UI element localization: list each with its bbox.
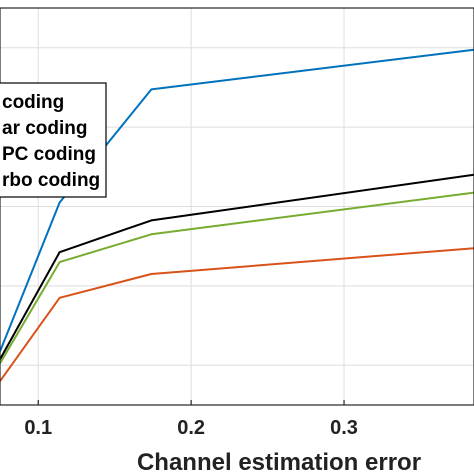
legend: coding ar coding PC coding rbo coding (0, 82, 107, 198)
x-tick-label-1: 0.1 (24, 417, 52, 439)
x-tick-label-2: 0.2 (177, 417, 205, 439)
series-line-4 (0, 247, 474, 382)
legend-entry-1: coding (2, 92, 64, 113)
series-line-3 (0, 191, 474, 364)
x-axis-label: Channel estimation error (137, 449, 421, 474)
legend-entry-4: rbo coding (2, 170, 100, 191)
plot-area-border (0, 7, 474, 406)
legend-box (0, 82, 107, 198)
legend-entry-2: ar coding (2, 118, 88, 139)
x-tick-label-3: 0.3 (330, 417, 358, 439)
series-line-2 (0, 173, 474, 360)
x-ticks: 0.1 0.2 0.3 (24, 400, 358, 439)
legend-entry-3: PC coding (2, 144, 96, 165)
